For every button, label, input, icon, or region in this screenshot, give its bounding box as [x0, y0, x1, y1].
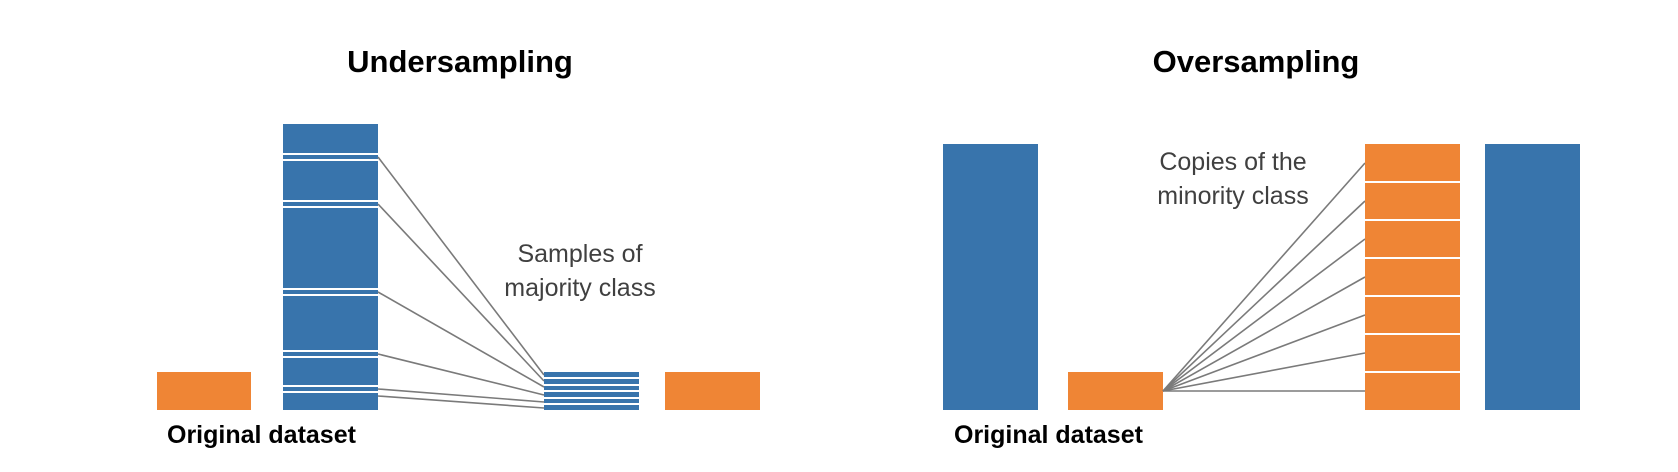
oversampling-original-dataset-caption: Original dataset	[954, 421, 1144, 449]
oversampling-result-majority-bar	[1485, 144, 1580, 410]
undersampling-original-dataset-caption: Original dataset	[167, 421, 357, 449]
oversampling-connector-line	[1162, 162, 1366, 392]
undersampling-connector-line	[377, 395, 545, 409]
oversampling-title: Oversampling	[1153, 44, 1360, 79]
oversampling-connector-line	[1162, 238, 1366, 392]
undersampling-result-minority-bar	[665, 372, 760, 410]
undersampling-connector-line	[377, 291, 545, 388]
undersampling-connector-line	[377, 388, 545, 403]
oversampling-connector-line	[1162, 276, 1366, 392]
undersampling-sample-stripes	[283, 153, 378, 393]
undersampling-panel: Undersampling	[157, 44, 760, 449]
oversampling-connector-line	[1162, 314, 1366, 392]
undersampling-annotation-line1: Samples of	[517, 240, 642, 268]
oversampling-copy-stripes	[1365, 181, 1460, 373]
undersampling-original-minority-bar	[157, 372, 251, 410]
oversampling-connectors	[1162, 162, 1366, 392]
oversampling-panel: Oversampling Copies of the	[943, 44, 1580, 449]
undersampling-original-majority-bar	[283, 124, 378, 410]
oversampling-connector-line	[1162, 200, 1366, 392]
undersampling-connector-line	[377, 353, 545, 396]
oversampling-annotation-line1: Copies of the	[1159, 148, 1306, 176]
undersampling-connectors	[377, 156, 545, 409]
oversampling-minority-copies-bar	[1365, 144, 1460, 410]
undersampling-connector-line	[377, 156, 545, 376]
oversampling-original-majority-bar	[943, 144, 1038, 410]
oversampling-annotation-line2: minority class	[1157, 182, 1308, 210]
undersampling-result-stripes	[544, 377, 639, 405]
undersampling-annotation-line2: majority class	[504, 274, 655, 302]
undersampling-title: Undersampling	[347, 44, 573, 79]
undersampling-connector-line	[377, 203, 545, 382]
oversampling-original-minority-bar	[1068, 372, 1163, 410]
oversampling-connector-line	[1162, 352, 1366, 392]
